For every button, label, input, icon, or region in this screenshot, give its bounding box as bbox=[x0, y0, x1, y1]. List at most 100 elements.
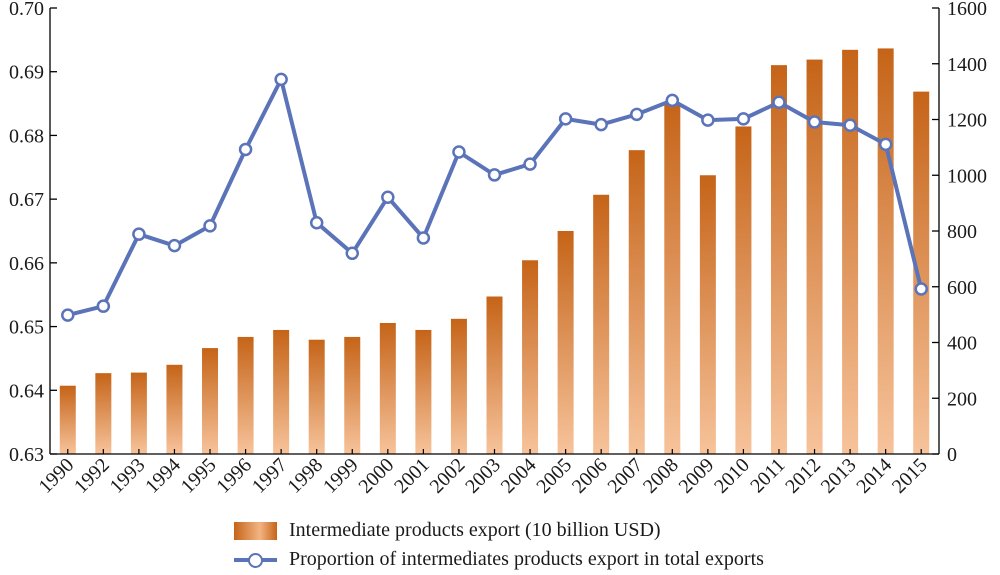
line-marker bbox=[132, 227, 146, 241]
x-tick-label: 2015 bbox=[888, 454, 932, 498]
bar bbox=[308, 339, 325, 454]
bar bbox=[593, 194, 610, 454]
x-tick-label: 2009 bbox=[675, 454, 719, 498]
legend-bar-swatch bbox=[234, 521, 277, 540]
x-tick-label: 1992 bbox=[70, 454, 114, 498]
bar bbox=[344, 336, 361, 454]
bar bbox=[735, 126, 752, 454]
bar bbox=[59, 385, 76, 454]
x-tick-label: 1999 bbox=[319, 454, 363, 498]
line-marker bbox=[878, 137, 893, 152]
line-marker bbox=[274, 72, 288, 87]
proportion-line bbox=[67, 77, 924, 318]
bar bbox=[699, 175, 716, 454]
line-marker bbox=[736, 112, 751, 126]
x-tick-label: 2011 bbox=[746, 454, 789, 497]
line-marker bbox=[61, 308, 75, 322]
x-tick-label: 1995 bbox=[177, 454, 221, 498]
x-tick-label: 2006 bbox=[568, 454, 612, 498]
left-tick-label: 0.63 bbox=[9, 444, 44, 466]
left-tick-label: 0.65 bbox=[9, 317, 44, 339]
x-tick-label: 1998 bbox=[283, 454, 327, 498]
line-marker bbox=[96, 299, 111, 313]
right-tick-label: 200 bbox=[947, 388, 977, 410]
x-tick-label: 2007 bbox=[603, 454, 647, 498]
line-marker bbox=[238, 142, 253, 157]
right-tick-label: 600 bbox=[947, 277, 977, 299]
right-tick-label: 1600 bbox=[947, 0, 987, 20]
right-tick-label: 400 bbox=[947, 333, 977, 355]
x-tick-label: 2010 bbox=[710, 454, 754, 498]
line-marker bbox=[523, 157, 537, 171]
right-tick-label: 0 bbox=[947, 444, 957, 466]
line-marker bbox=[416, 231, 431, 245]
bar-series bbox=[59, 48, 930, 455]
line-marker bbox=[701, 113, 715, 127]
line-series bbox=[61, 72, 928, 322]
x-tick-label: 2008 bbox=[639, 454, 683, 498]
x-tick-label: 1993 bbox=[106, 454, 150, 498]
bar bbox=[130, 372, 147, 454]
bar bbox=[237, 336, 254, 454]
line-marker bbox=[807, 115, 822, 129]
bar bbox=[202, 348, 219, 454]
line-marker bbox=[309, 215, 324, 230]
legend-item-bars: Intermediate products export (10 billion… bbox=[234, 516, 764, 545]
line-marker bbox=[594, 117, 608, 132]
x-tick-label: 2003 bbox=[461, 454, 505, 498]
bar bbox=[450, 318, 467, 454]
left-tick-label: 0.69 bbox=[9, 62, 44, 84]
line-marker bbox=[381, 190, 395, 204]
x-tick-label: 2004 bbox=[497, 454, 541, 498]
bar bbox=[664, 102, 681, 455]
right-tick-label: 1000 bbox=[947, 165, 987, 187]
legend-line-label: Proportion of intermediates products exp… bbox=[289, 548, 764, 570]
bar bbox=[273, 329, 290, 454]
line-marker bbox=[629, 107, 644, 122]
x-tick-label: 2001 bbox=[390, 454, 434, 498]
x-tick-label: 2014 bbox=[852, 454, 896, 498]
legend-line-swatch bbox=[234, 551, 277, 569]
legend-item-line: Proportion of intermediates products exp… bbox=[234, 545, 764, 574]
legend-bar-label: Intermediate products export (10 billion… bbox=[289, 519, 661, 541]
x-tick-label: 2012 bbox=[781, 454, 825, 498]
left-tick-label: 0.70 bbox=[9, 0, 44, 20]
left-tick-label: 0.67 bbox=[9, 189, 44, 211]
legend: Intermediate products export (10 billion… bbox=[234, 516, 764, 574]
line-marker bbox=[345, 246, 360, 261]
line-marker bbox=[487, 168, 502, 182]
line-marker bbox=[772, 95, 786, 110]
x-tick-label: 1994 bbox=[141, 454, 185, 498]
bar bbox=[95, 373, 112, 454]
bar bbox=[166, 364, 183, 454]
x-tick-label: 2005 bbox=[532, 454, 576, 498]
x-tick-label: 1996 bbox=[212, 454, 256, 498]
x-tick-label: 2013 bbox=[817, 454, 861, 498]
x-tick-label: 2000 bbox=[355, 454, 399, 498]
line-marker bbox=[452, 145, 466, 159]
right-tick-label: 1200 bbox=[947, 110, 987, 132]
bar bbox=[913, 91, 930, 454]
bar bbox=[628, 150, 645, 454]
right-tick-label: 1400 bbox=[947, 54, 987, 76]
bar bbox=[486, 296, 503, 454]
left-tick-label: 0.68 bbox=[9, 125, 44, 147]
bar bbox=[557, 231, 574, 454]
line-marker bbox=[558, 112, 573, 126]
line-marker bbox=[914, 282, 928, 296]
bar bbox=[877, 48, 894, 454]
line-marker bbox=[203, 219, 217, 233]
line-marker bbox=[665, 93, 680, 108]
bar bbox=[770, 65, 787, 455]
line-marker bbox=[167, 238, 182, 253]
x-tick-label: 1997 bbox=[248, 454, 292, 498]
bar bbox=[522, 260, 539, 454]
left-tick-label: 0.64 bbox=[9, 380, 44, 402]
right-tick-label: 800 bbox=[947, 221, 977, 243]
line-marker bbox=[843, 118, 857, 132]
left-tick-label: 0.66 bbox=[9, 253, 44, 275]
x-tick-label: 2002 bbox=[426, 454, 470, 498]
bar bbox=[415, 329, 432, 454]
bar bbox=[842, 49, 859, 454]
